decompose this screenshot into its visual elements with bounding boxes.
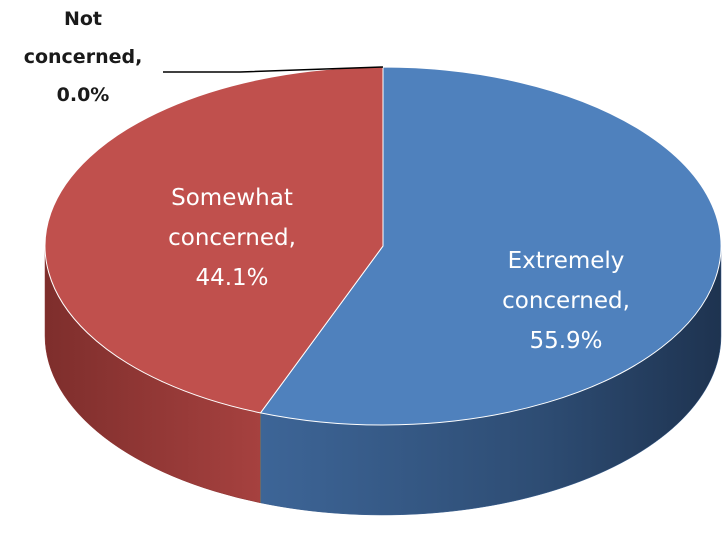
leader-line-not-concerned [163, 66, 384, 73]
slice-label-extremely-concerned: Extremely concerned, 55.9% [502, 248, 630, 354]
pie-slice-extremely-concerned [259, 66, 722, 426]
pie-slice-somewhat-concerned [44, 66, 384, 414]
slice-label-not-concerned: Not concerned, 0.0% [24, 8, 143, 106]
slice-label-somewhat-concerned: Somewhat concerned, 44.1% [168, 185, 296, 291]
